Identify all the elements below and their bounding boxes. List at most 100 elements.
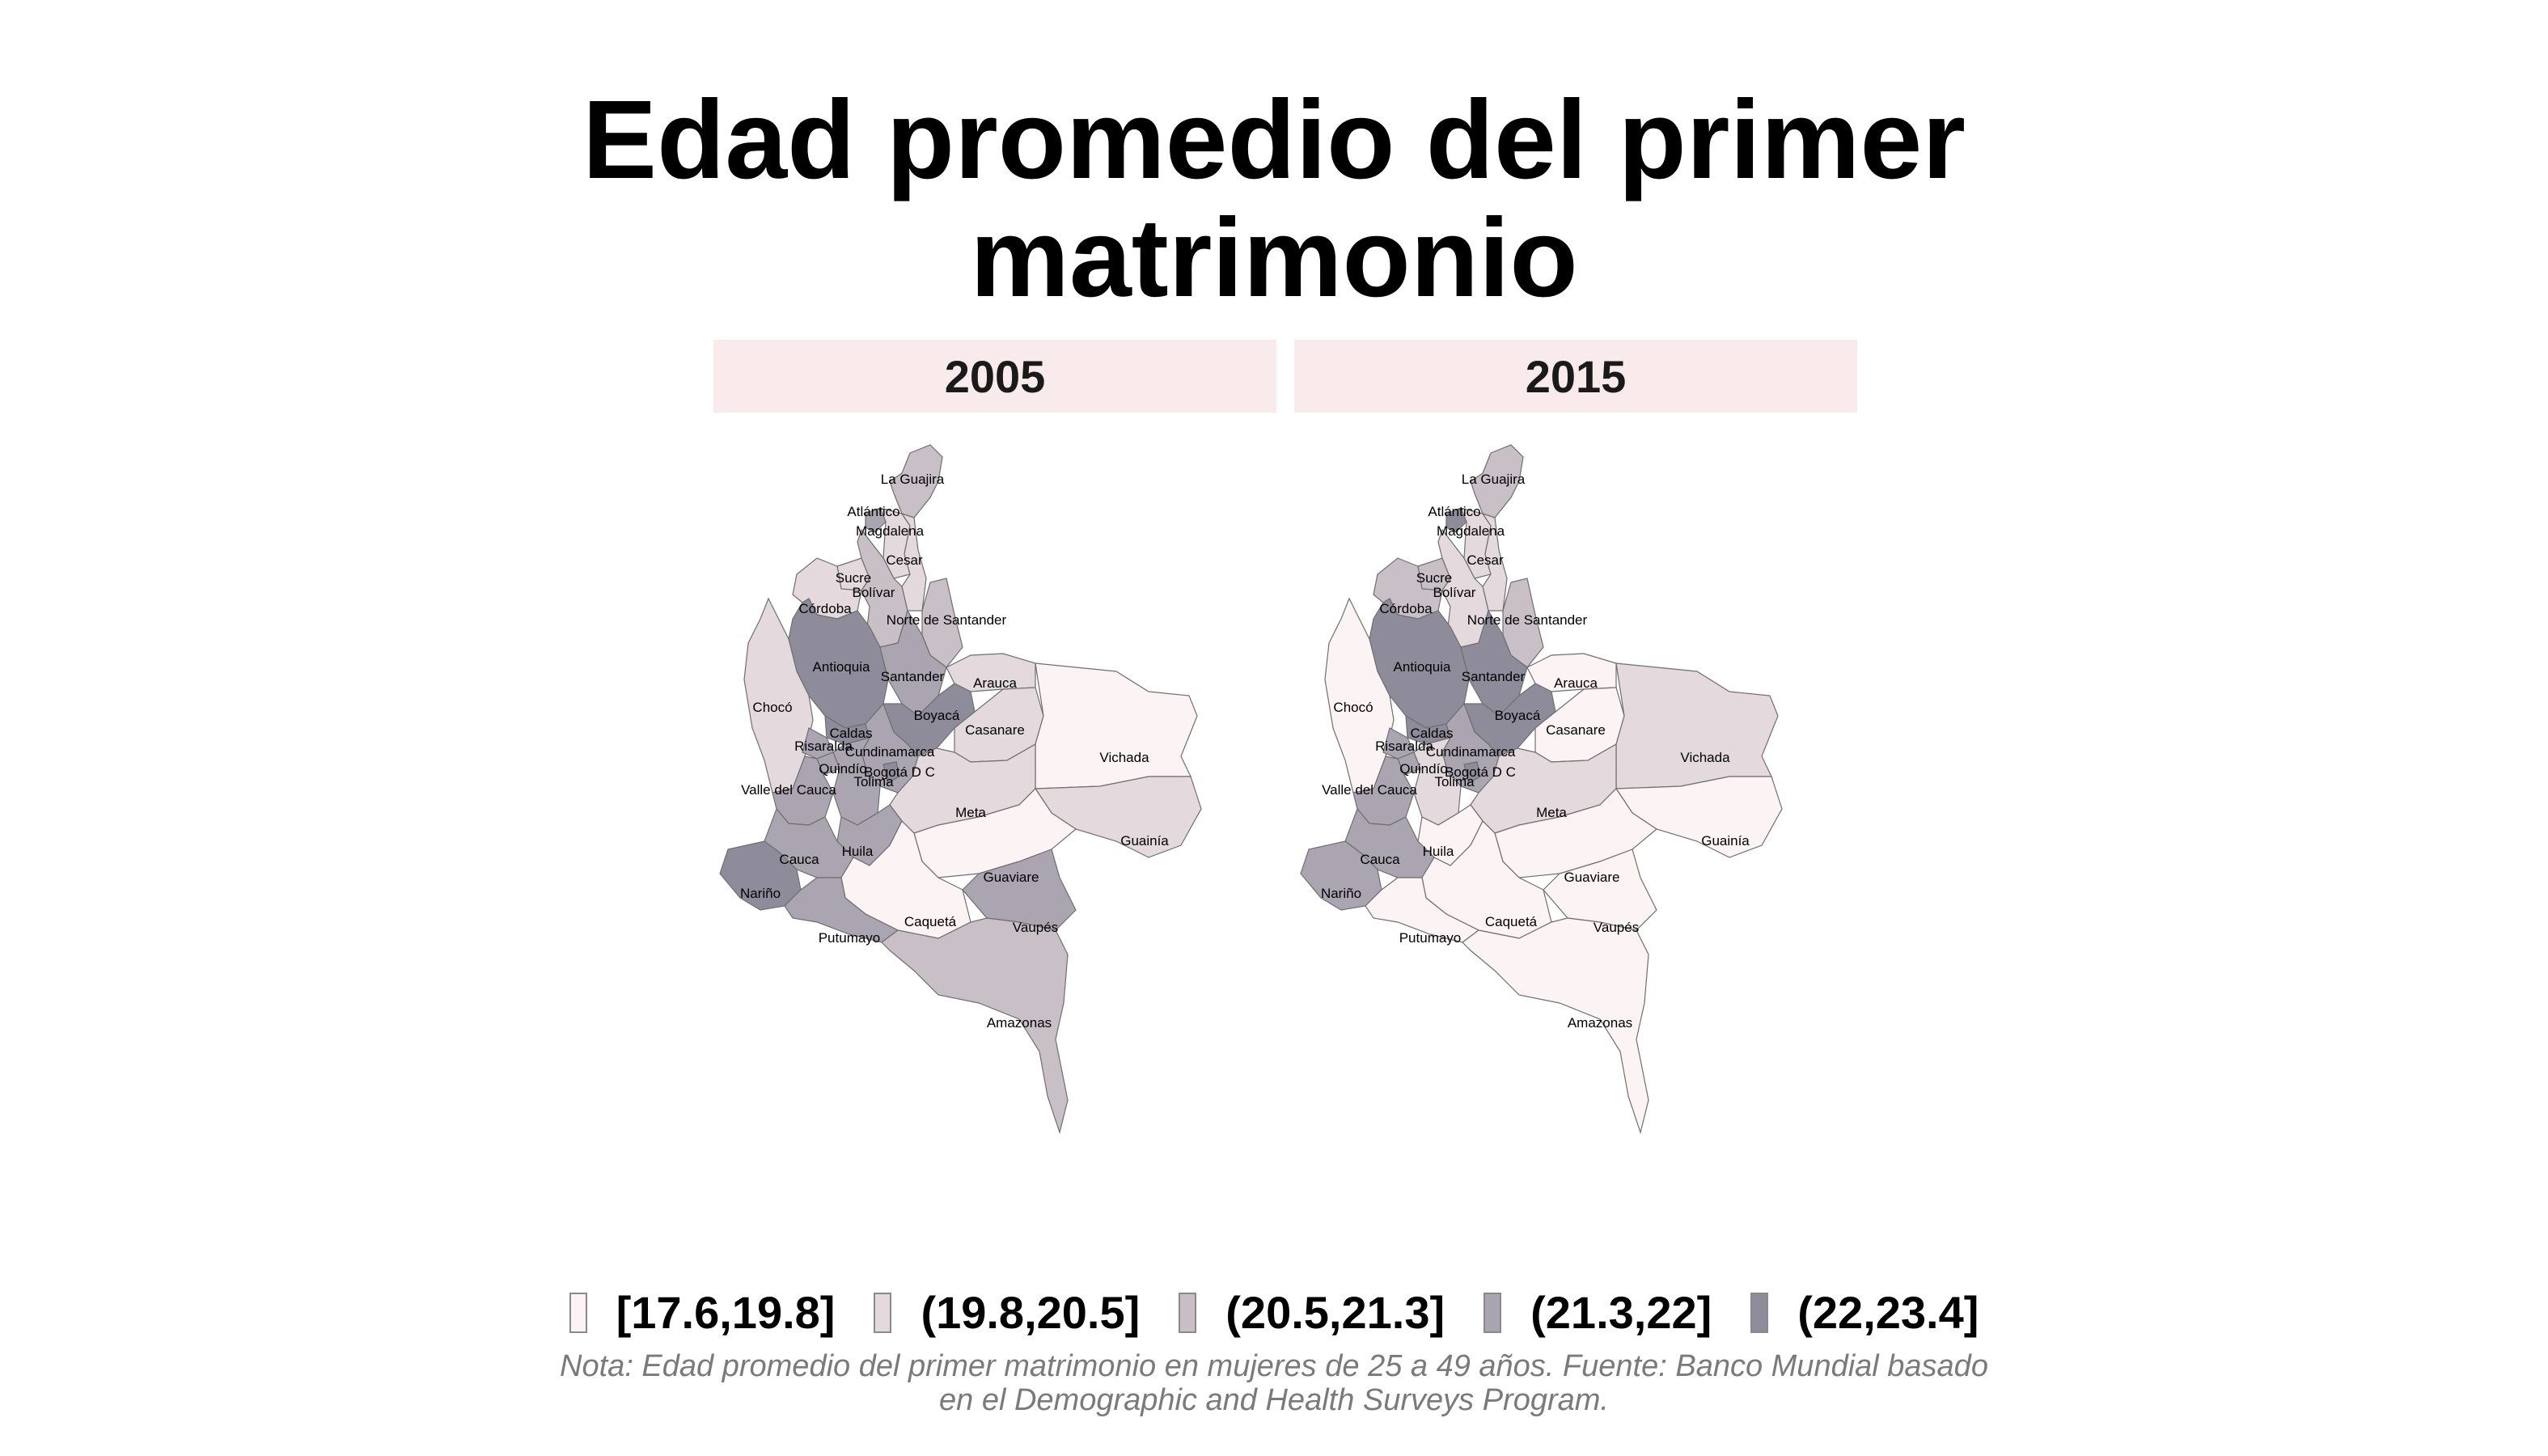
map-2005: La GuajiraAtlánticoMagdalenaCesarSucreBo…: [719, 444, 1202, 1135]
label-casanare: Casanare: [1546, 722, 1606, 738]
panel-year-2005: 2005: [944, 350, 1046, 402]
label-bolivar: Bolívar: [853, 585, 895, 600]
label-caqueta: Caquetá: [1485, 914, 1538, 929]
label-vaupes: Vaupés: [1013, 920, 1058, 935]
label-casanare: Casanare: [965, 722, 1025, 738]
department-bogota-d-c: [1463, 761, 1481, 784]
label-amazonas: Amazonas: [1568, 1015, 1632, 1031]
label-tolima: Tolima: [1434, 774, 1475, 789]
note-line-2: en el Demographic and Health Surveys Pro…: [939, 1383, 1609, 1417]
department-amazonas: [1462, 917, 1649, 1135]
department-vichada: [1615, 662, 1779, 789]
label-la-guajira: La Guajira: [881, 472, 945, 487]
map-title: Edad promedio del primer matrimonio: [0, 81, 2548, 317]
department-guainia: [1615, 776, 1783, 858]
label-sucre: Sucre: [1416, 570, 1452, 586]
legend-item-1: [17.6,19.8]: [569, 1286, 836, 1339]
label-magdalena: Magdalena: [1437, 523, 1505, 539]
label-arauca: Arauca: [1554, 675, 1598, 691]
label-antioquia: Antioquia: [1394, 659, 1451, 675]
label-bogota-d-c: Bogotá D C: [1445, 764, 1516, 780]
panel-strip-2015: 2015: [1294, 340, 1857, 413]
label-vichada: Vichada: [1680, 750, 1730, 765]
label-huila: Huila: [842, 844, 874, 859]
panel-year-2015: 2015: [1525, 350, 1627, 402]
department-guainia: [1034, 776, 1202, 858]
department-putumayo: [1365, 877, 1480, 943]
label-choco: Chocó: [1333, 700, 1373, 715]
label-cauca: Cauca: [779, 852, 819, 867]
label-risaralda: Risaralda: [1375, 739, 1433, 754]
title-line-2: matrimonio: [970, 196, 1578, 320]
source-note: Nota: Edad promedio del primer matrimoni…: [0, 1349, 2548, 1417]
label-santander: Santander: [1462, 669, 1526, 684]
label-vaupes: Vaupés: [1594, 920, 1639, 935]
label-cauca: Cauca: [1360, 852, 1400, 867]
label-meta: Meta: [1536, 805, 1567, 820]
legend-label-4: (21.3,22]: [1530, 1287, 1712, 1338]
department-vichada: [1035, 662, 1198, 789]
label-quindio: Quindío: [1399, 761, 1448, 777]
legend-label-2: (19.8,20.5]: [921, 1287, 1141, 1338]
label-cordoba: Córdoba: [798, 601, 852, 616]
label-putumayo: Putumayo: [1399, 930, 1462, 946]
legend: [17.6,19.8] (19.8,20.5] (20.5,21.3] (21.…: [0, 1286, 2548, 1339]
label-valle-del-cauca: Valle del Cauca: [741, 782, 836, 798]
label-caldas: Caldas: [830, 726, 873, 741]
department-amazonas: [881, 917, 1069, 1135]
department-bogota-d-c: [882, 761, 900, 784]
label-choco: Chocó: [752, 700, 792, 715]
title-line-1: Edad promedio del primer: [582, 78, 1966, 202]
label-norte-de-santander: Norte de Santander: [887, 612, 1007, 628]
department-putumayo: [784, 877, 899, 943]
map-2015: La GuajiraAtlánticoMagdalenaCesarSucreBo…: [1300, 444, 1783, 1135]
legend-swatch-2: [874, 1292, 892, 1333]
panel-strip-2005: 2005: [713, 340, 1276, 413]
label-cesar: Cesar: [886, 552, 923, 568]
label-santander: Santander: [881, 669, 945, 684]
legend-label-1: [17.6,19.8]: [616, 1287, 836, 1338]
label-guaviare: Guaviare: [984, 870, 1039, 885]
label-quindio: Quindío: [819, 761, 867, 777]
legend-label-5: (22,23.4]: [1797, 1287, 1979, 1338]
label-caqueta: Caquetá: [904, 914, 957, 929]
label-meta: Meta: [955, 805, 986, 820]
legend-swatch-5: [1750, 1292, 1769, 1333]
label-atlantico: Atlántico: [847, 504, 899, 519]
label-norte-de-santander: Norte de Santander: [1467, 612, 1588, 628]
label-bogota-d-c: Bogotá D C: [864, 764, 935, 780]
department-atlantico: [865, 507, 887, 533]
label-magdalena: Magdalena: [856, 523, 925, 539]
label-cesar: Cesar: [1467, 552, 1504, 568]
label-narino: Nariño: [740, 886, 781, 901]
label-caldas: Caldas: [1411, 726, 1454, 741]
label-guaviare: Guaviare: [1564, 870, 1620, 885]
label-cundinamarca: Cundinamarca: [845, 744, 935, 760]
legend-item-2: (19.8,20.5]: [874, 1286, 1140, 1339]
label-guainia: Guainía: [1120, 833, 1169, 849]
label-valle-del-cauca: Valle del Cauca: [1322, 782, 1417, 798]
legend-item-5: (22,23.4]: [1750, 1286, 1979, 1339]
label-bolivar: Bolívar: [1433, 585, 1476, 600]
label-arauca: Arauca: [973, 675, 1017, 691]
label-boyaca: Boyacá: [914, 708, 960, 723]
legend-swatch-1: [569, 1292, 587, 1333]
label-putumayo: Putumayo: [819, 930, 881, 946]
label-narino: Nariño: [1321, 886, 1361, 901]
label-cundinamarca: Cundinamarca: [1426, 744, 1516, 760]
label-guainia: Guainía: [1701, 833, 1750, 849]
label-la-guajira: La Guajira: [1462, 472, 1526, 487]
label-cordoba: Córdoba: [1379, 601, 1433, 616]
legend-item-4: (21.3,22]: [1484, 1286, 1712, 1339]
label-risaralda: Risaralda: [794, 739, 853, 754]
legend-swatch-3: [1179, 1292, 1197, 1333]
note-line-1: Nota: Edad promedio del primer matrimoni…: [560, 1349, 1988, 1383]
legend-label-3: (20.5,21.3]: [1225, 1287, 1445, 1338]
label-sucre: Sucre: [836, 570, 871, 586]
label-vichada: Vichada: [1099, 750, 1149, 765]
label-boyaca: Boyacá: [1495, 708, 1541, 723]
label-antioquia: Antioquia: [813, 659, 870, 675]
label-atlantico: Atlántico: [1428, 504, 1480, 519]
department-atlantico: [1445, 507, 1467, 533]
label-huila: Huila: [1423, 844, 1454, 859]
